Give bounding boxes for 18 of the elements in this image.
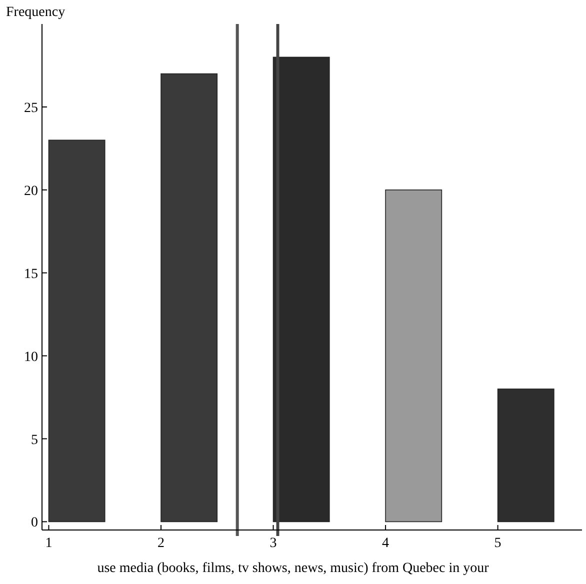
y-tick-label: 20 (24, 184, 38, 199)
x-tick-label: 2 (158, 536, 164, 551)
x-tick-label: 4 (382, 536, 390, 551)
y-tick-label: 10 (24, 350, 38, 365)
y-tick-label: 5 (31, 432, 38, 448)
bar (385, 190, 442, 522)
y-tick-label: 15 (24, 266, 38, 282)
y-tick-label: 25 (24, 100, 38, 116)
bar (272, 56, 330, 522)
y-axis-title: Frequency (6, 5, 66, 20)
bar (497, 388, 554, 522)
y-tick-label: 0 (31, 516, 38, 531)
x-tick-label: 5 (494, 536, 502, 551)
x-tick-label: 1 (45, 536, 52, 551)
x-axis-title: use media (books, films, tv shows, news, music) from Quebec in your (97, 561, 490, 576)
x-tick-label: 3 (270, 536, 277, 551)
bar (160, 73, 218, 522)
bar (48, 140, 106, 522)
